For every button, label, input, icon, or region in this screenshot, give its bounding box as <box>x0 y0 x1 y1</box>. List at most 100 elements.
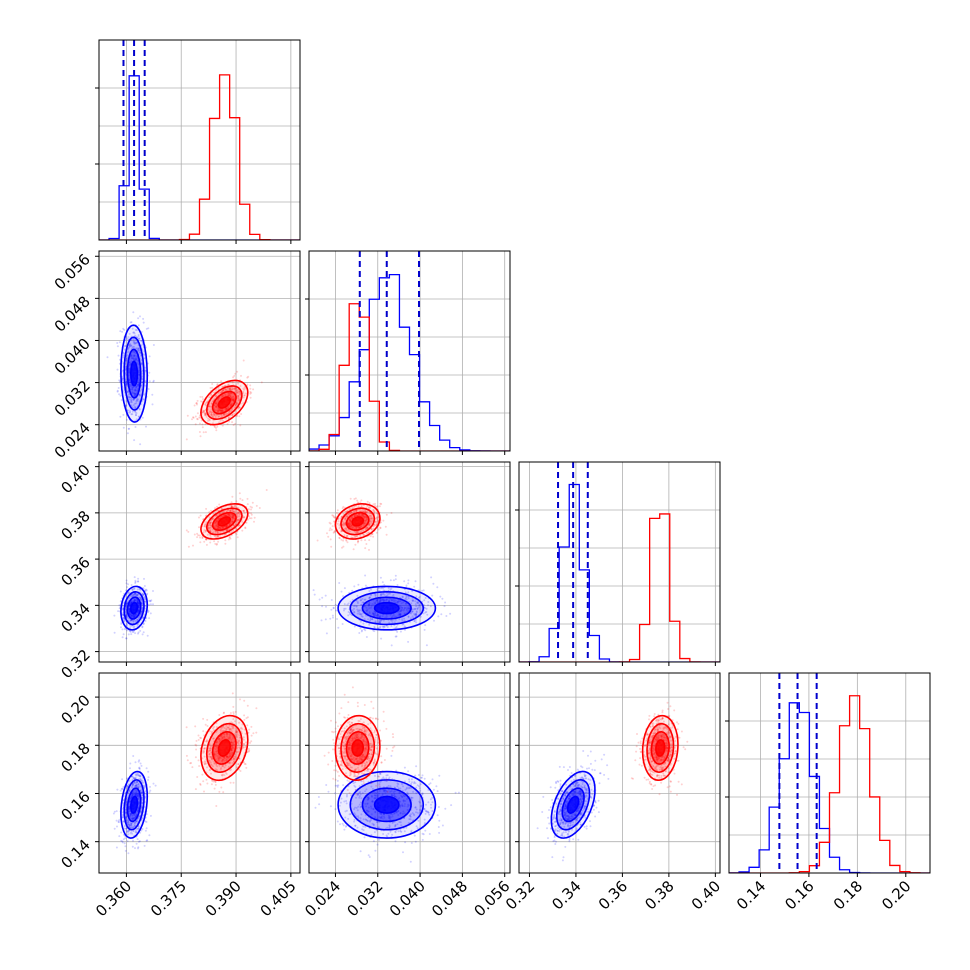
sample-point <box>331 525 334 528</box>
sample-point <box>401 596 404 598</box>
sample-point <box>408 607 411 610</box>
sample-point <box>418 595 421 598</box>
sample-point <box>362 533 365 536</box>
sample-point <box>116 342 119 344</box>
sample-point <box>207 405 210 408</box>
sample-point <box>128 361 131 364</box>
sample-point <box>231 495 234 498</box>
sample-point <box>359 620 362 623</box>
sample-point <box>370 588 372 591</box>
sample-point <box>121 816 124 819</box>
sample-point <box>139 588 142 591</box>
sample-point <box>208 418 211 421</box>
sample-point <box>208 524 211 527</box>
sample-point <box>347 522 349 525</box>
sample-point <box>133 599 136 602</box>
sample-point <box>349 523 352 526</box>
sample-point <box>141 603 144 606</box>
sample-point <box>217 757 220 760</box>
sample-point <box>125 637 128 640</box>
sample-point <box>354 509 357 512</box>
sample-point <box>134 599 137 602</box>
sample-point <box>330 528 333 531</box>
sample-point <box>216 520 218 522</box>
sample-point <box>224 394 227 397</box>
sample-point <box>220 410 223 412</box>
sample-point <box>133 332 136 335</box>
sample-point <box>361 601 364 604</box>
sample-point <box>405 598 408 601</box>
sample-point <box>362 510 365 513</box>
sample-point <box>369 535 372 538</box>
sample-point <box>399 630 402 633</box>
sample-point <box>137 580 140 583</box>
sample-point <box>131 784 134 787</box>
sample-point <box>130 385 133 388</box>
sample-point <box>215 406 218 409</box>
sample-point <box>141 828 144 830</box>
sample-point <box>405 602 407 605</box>
sample-point <box>349 526 352 529</box>
sample-point <box>364 510 367 513</box>
sample-point <box>129 620 131 623</box>
sample-point <box>136 601 139 604</box>
sample-point <box>410 612 413 615</box>
sample-point <box>222 389 225 392</box>
sample-point <box>230 409 233 412</box>
sample-point <box>204 402 207 405</box>
sample-point <box>133 592 136 595</box>
sample-point <box>125 418 128 421</box>
sample-point <box>382 589 385 592</box>
sample-point <box>326 532 328 535</box>
sample-point <box>373 625 376 628</box>
sample-point <box>106 356 109 359</box>
sample-point <box>137 602 140 605</box>
sample-point <box>218 409 221 412</box>
sample-point <box>142 321 145 324</box>
contour-line <box>126 787 142 823</box>
sample-point <box>134 580 137 583</box>
sample-point <box>128 790 131 793</box>
sample-point <box>227 412 230 414</box>
sample-point <box>133 814 136 817</box>
contour-line <box>123 336 145 411</box>
sample-point <box>237 397 239 400</box>
sample-point <box>232 398 235 401</box>
sample-point <box>407 607 410 610</box>
sample-point <box>130 786 133 789</box>
sample-point <box>378 601 381 604</box>
sample-point <box>127 821 130 824</box>
sample-point <box>129 385 132 387</box>
sample-point <box>223 735 226 738</box>
sample-point <box>131 346 134 348</box>
sample-point <box>205 762 208 765</box>
sample-point <box>374 593 377 596</box>
contour-line <box>200 379 249 426</box>
sample-point <box>402 623 405 626</box>
sample-point <box>228 523 231 526</box>
sample-point <box>133 593 136 596</box>
sample-point <box>381 598 384 601</box>
sample-point <box>119 600 122 603</box>
sample-point <box>127 823 129 826</box>
sample-point <box>138 767 141 770</box>
sample-point <box>138 588 141 591</box>
sample-point <box>127 822 130 825</box>
sample-point <box>220 508 223 510</box>
sample-point <box>133 576 136 579</box>
sample-point <box>407 582 410 585</box>
sample-point <box>353 509 356 512</box>
sample-point <box>390 619 393 622</box>
sample-point <box>242 396 245 399</box>
sample-point <box>135 792 138 795</box>
sample-point <box>415 613 418 616</box>
sample-point <box>396 584 399 587</box>
sample-point <box>229 769 232 772</box>
sample-point <box>382 619 385 622</box>
sample-point <box>402 601 405 604</box>
sample-point <box>233 524 235 527</box>
sample-point <box>373 510 376 513</box>
sample-point <box>223 514 226 517</box>
panel-content <box>309 462 510 662</box>
sample-point <box>232 514 235 517</box>
